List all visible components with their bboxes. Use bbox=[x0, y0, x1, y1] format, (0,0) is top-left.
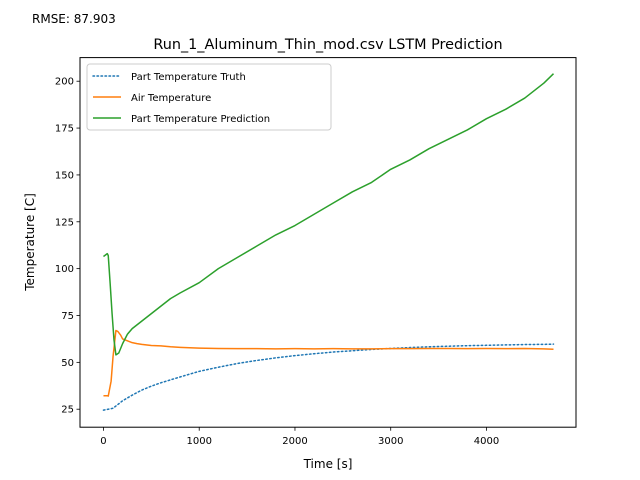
x-axis-ticks: 0 1000 2000 3000 4000 bbox=[100, 427, 499, 447]
x-tick-label: 4000 bbox=[474, 436, 499, 447]
legend-label: Air Temperature bbox=[131, 93, 211, 104]
series-line-2 bbox=[103, 329, 554, 397]
legend: Part Temperature Truth Air Temperature Par… bbox=[86, 63, 332, 131]
y-tick-label: 50 bbox=[61, 358, 74, 369]
y-tick-label: 75 bbox=[61, 311, 74, 322]
legend-box bbox=[86, 63, 332, 131]
legend-label: Part Temperature Truth bbox=[131, 72, 246, 83]
y-tick-label: 100 bbox=[55, 264, 74, 275]
y-axis-ticks: 25 50 75 100 125 150 175 200 bbox=[55, 77, 80, 416]
x-tick-label: 0 bbox=[100, 436, 106, 447]
plot-area bbox=[102, 73, 555, 411]
y-tick-label: 25 bbox=[61, 405, 74, 416]
x-axis-label: Time [s] bbox=[303, 457, 353, 471]
x-tick-label: 2000 bbox=[282, 436, 307, 447]
legend-label: Part Temperature Prediction bbox=[131, 114, 270, 125]
y-axis-label: Temperature [C] bbox=[23, 193, 37, 292]
rmse-annotation: RMSE: 87.903 bbox=[32, 12, 116, 26]
chart-title: Run_1_Aluminum_Thin_mod.csv LSTM Predict… bbox=[153, 37, 502, 53]
x-tick-label: 1000 bbox=[186, 436, 211, 447]
y-tick-label: 125 bbox=[55, 217, 74, 228]
y-tick-label: 150 bbox=[55, 170, 74, 181]
axes-frame bbox=[79, 57, 577, 428]
series-line-1 bbox=[102, 343, 555, 411]
y-tick-label: 175 bbox=[55, 124, 74, 135]
series-line-3 bbox=[103, 73, 555, 356]
y-tick-label: 200 bbox=[55, 77, 74, 88]
x-tick-label: 3000 bbox=[378, 436, 403, 447]
